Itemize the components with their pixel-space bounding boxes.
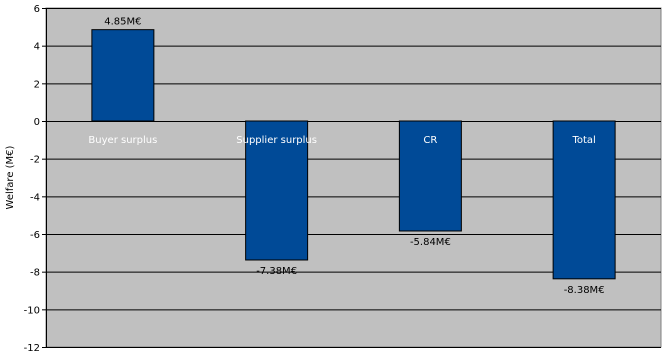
- y-tick-label: -2: [30, 155, 40, 166]
- y-tick-label: 6: [34, 4, 40, 15]
- y-tick-label: 0: [34, 117, 40, 128]
- bars: [91, 29, 616, 280]
- labels: Buyer surplus 4.85M€ Supplier surplus -7.38…: [88, 17, 604, 296]
- y-axis-title: Welfare (M€): [5, 145, 16, 209]
- y-tick-label: -12: [24, 343, 40, 354]
- category-label: Buyer surplus: [88, 135, 157, 146]
- category-label: Total: [571, 135, 595, 146]
- data-label: -7.38M€: [256, 266, 297, 277]
- bar-buyer-surplus: [91, 29, 155, 122]
- y-axis-ticks: 6 4 2 0 -2 -4 -6 -8 -10 -12: [24, 4, 47, 354]
- y-tick-label: -8: [30, 268, 40, 279]
- category-label: CR: [423, 135, 437, 146]
- bar-supplier-surplus: [245, 120, 309, 261]
- y-tick-label: -4: [30, 192, 40, 203]
- y-tick-label: -10: [24, 305, 40, 316]
- data-label: -5.84M€: [410, 237, 451, 248]
- y-tick-label: 2: [34, 79, 40, 90]
- y-tick-label: -6: [30, 230, 40, 241]
- data-label: 4.85M€: [104, 17, 141, 28]
- data-label: -8.38M€: [564, 285, 605, 296]
- bar-cr: [398, 120, 462, 232]
- category-label: Supplier surplus: [236, 135, 317, 146]
- y-tick-label: 4: [34, 42, 40, 53]
- bar-total: [552, 120, 616, 280]
